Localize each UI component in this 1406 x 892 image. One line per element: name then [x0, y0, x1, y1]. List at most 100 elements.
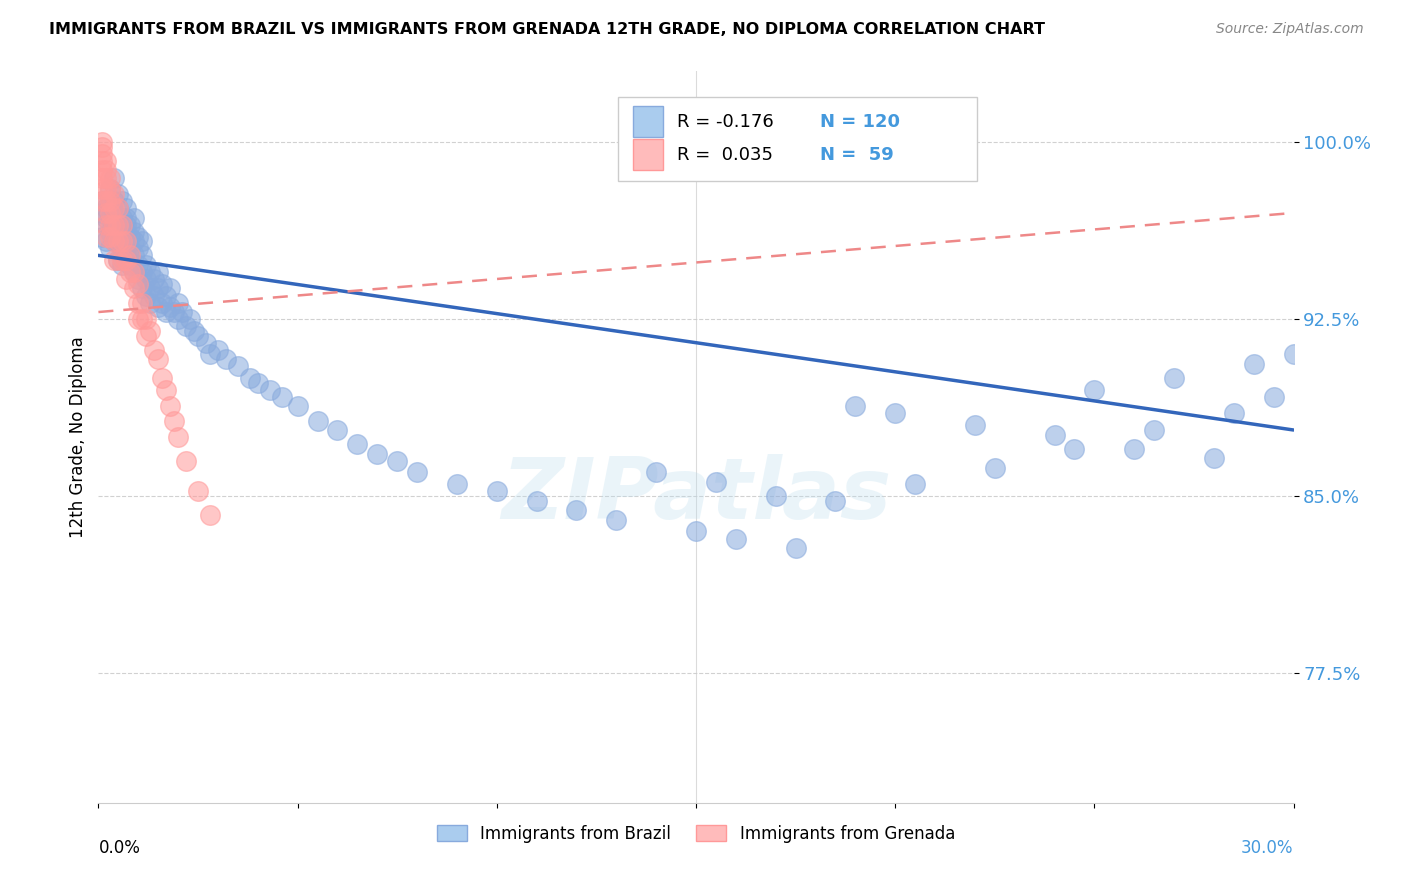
Point — [91, 182, 114, 196]
FancyBboxPatch shape — [633, 139, 662, 170]
Point — [111, 234, 134, 248]
Point — [167, 430, 190, 444]
Point — [91, 135, 114, 149]
Point — [98, 182, 122, 196]
Point — [605, 513, 627, 527]
Point — [724, 532, 747, 546]
Point — [96, 211, 118, 225]
Point — [150, 295, 173, 310]
Point — [107, 253, 129, 268]
Point — [884, 407, 907, 421]
Point — [207, 343, 229, 357]
Point — [91, 163, 114, 178]
Point — [107, 201, 129, 215]
Point — [96, 182, 118, 196]
Point — [844, 400, 866, 414]
Point — [246, 376, 269, 390]
Point — [98, 170, 122, 185]
Point — [111, 253, 134, 268]
Point — [127, 312, 149, 326]
Point — [103, 206, 125, 220]
Point — [155, 383, 177, 397]
Point — [91, 194, 114, 208]
Point — [198, 347, 221, 361]
Point — [139, 265, 162, 279]
Point — [526, 493, 548, 508]
Point — [124, 265, 146, 279]
Point — [98, 211, 122, 225]
Point — [1063, 442, 1085, 456]
Point — [139, 324, 162, 338]
Point — [785, 541, 807, 555]
Point — [1223, 407, 1246, 421]
Point — [565, 503, 588, 517]
Point — [115, 218, 138, 232]
Point — [1143, 423, 1166, 437]
Point — [1263, 390, 1285, 404]
Point — [148, 265, 170, 279]
Point — [148, 301, 170, 315]
Point — [91, 206, 114, 220]
Point — [183, 324, 205, 338]
Text: R =  0.035: R = 0.035 — [676, 145, 773, 164]
Point — [120, 248, 142, 262]
Point — [96, 194, 118, 208]
Point — [645, 466, 668, 480]
Point — [120, 218, 142, 232]
Point — [98, 225, 122, 239]
Point — [98, 182, 122, 196]
Point — [124, 225, 146, 239]
Point — [115, 201, 138, 215]
Point — [98, 194, 122, 208]
Point — [131, 248, 153, 262]
Point — [91, 229, 114, 244]
Point — [174, 453, 197, 467]
FancyBboxPatch shape — [619, 97, 977, 181]
Point — [120, 258, 142, 272]
Point — [704, 475, 727, 489]
Point — [1202, 451, 1225, 466]
Point — [115, 253, 138, 268]
Point — [135, 328, 157, 343]
Point — [143, 288, 166, 302]
Point — [115, 234, 138, 248]
Point — [107, 201, 129, 215]
Point — [159, 301, 181, 315]
Point — [107, 253, 129, 268]
FancyBboxPatch shape — [633, 106, 662, 137]
Point — [155, 305, 177, 319]
Point — [226, 359, 249, 374]
Point — [150, 277, 173, 291]
Point — [107, 234, 129, 248]
Point — [346, 437, 368, 451]
Point — [124, 211, 146, 225]
Point — [111, 258, 134, 272]
Point — [131, 295, 153, 310]
Point — [111, 225, 134, 239]
Point — [143, 272, 166, 286]
Text: 0.0%: 0.0% — [98, 839, 141, 857]
Point — [143, 343, 166, 357]
Point — [485, 484, 508, 499]
Point — [107, 187, 129, 202]
Point — [103, 234, 125, 248]
Point — [135, 258, 157, 272]
Point — [187, 484, 209, 499]
Point — [1083, 383, 1105, 397]
Point — [115, 225, 138, 239]
Point — [115, 248, 138, 262]
Point — [139, 281, 162, 295]
Point — [96, 234, 118, 248]
Point — [127, 277, 149, 291]
Point — [91, 147, 114, 161]
Point — [91, 170, 114, 185]
Point — [124, 234, 146, 248]
Point — [174, 319, 197, 334]
Point — [115, 272, 138, 286]
Point — [131, 265, 153, 279]
Point — [685, 524, 707, 539]
Point — [96, 154, 118, 169]
Text: ZIPatlas: ZIPatlas — [501, 454, 891, 537]
Point — [98, 229, 122, 244]
Point — [96, 170, 118, 185]
